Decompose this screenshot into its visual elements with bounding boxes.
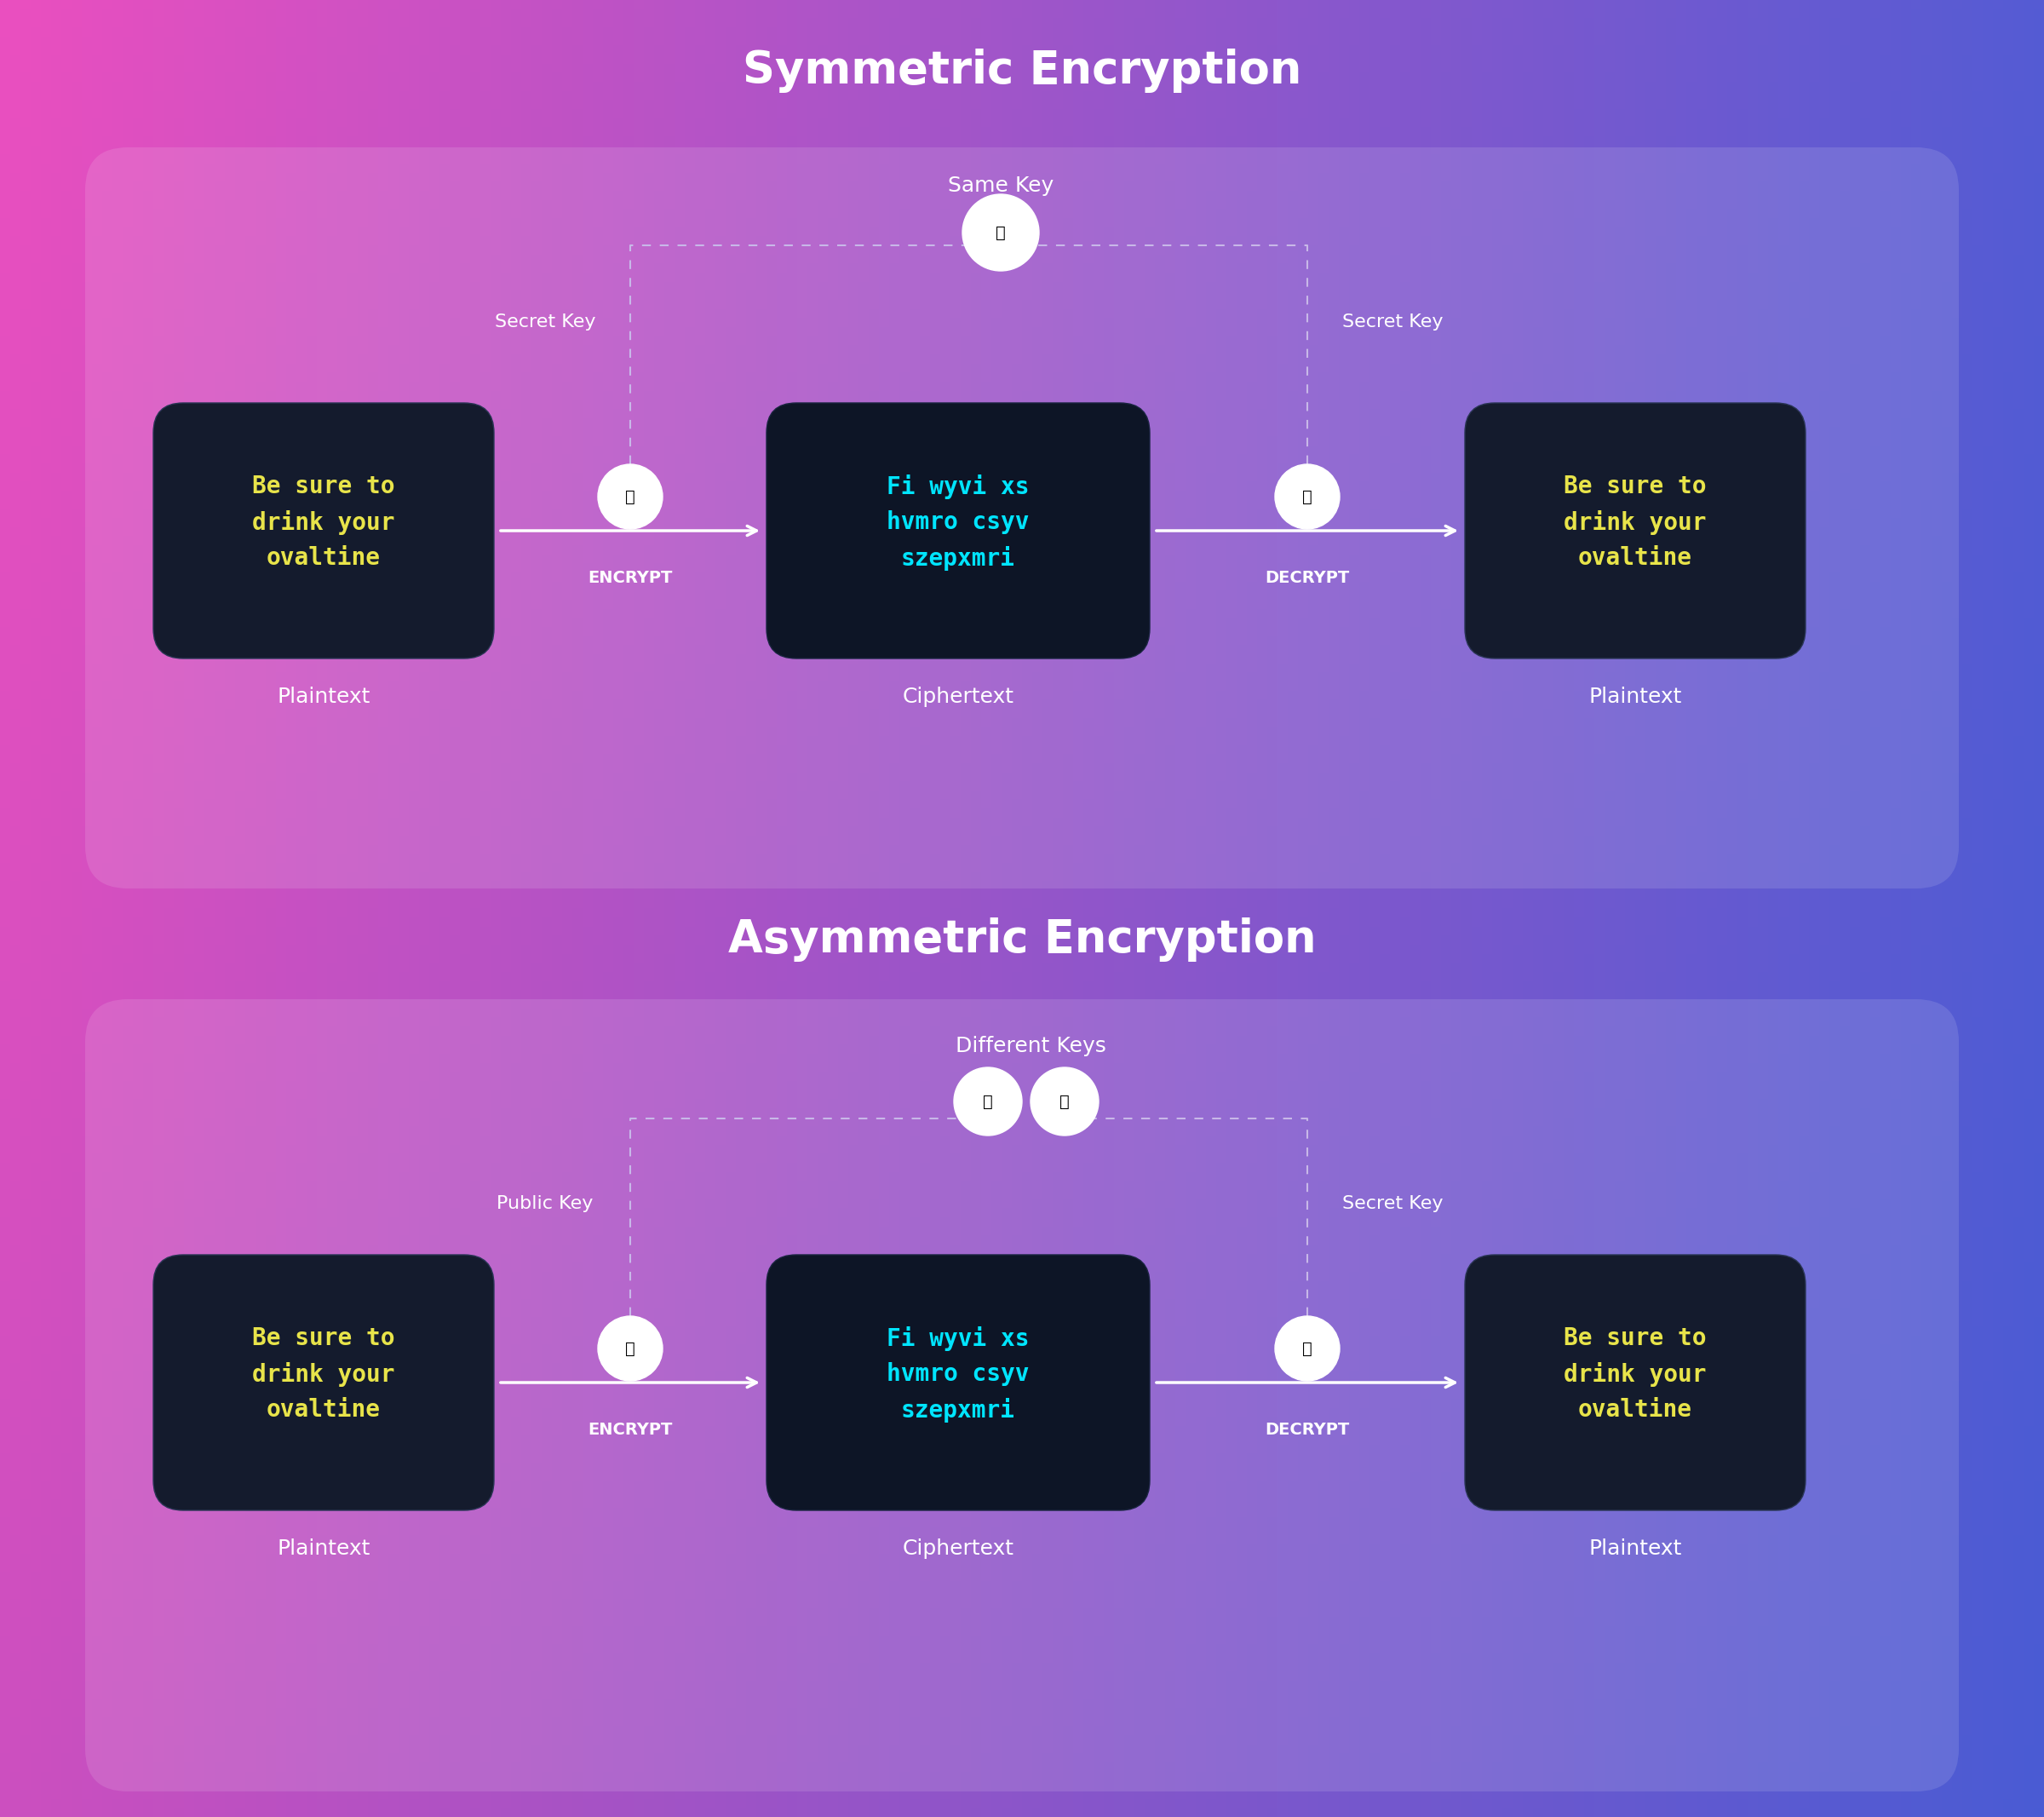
Text: Be sure to
drink your
ovaltine: Be sure to drink your ovaltine (251, 1326, 394, 1421)
Text: Be sure to
drink your
ovaltine: Be sure to drink your ovaltine (251, 474, 394, 571)
Text: ENCRYPT: ENCRYPT (589, 569, 672, 585)
FancyBboxPatch shape (766, 403, 1149, 658)
FancyBboxPatch shape (1466, 1256, 1805, 1510)
FancyBboxPatch shape (1466, 403, 1805, 658)
Circle shape (599, 1316, 662, 1381)
Text: Plaintext: Plaintext (1588, 1539, 1682, 1559)
Text: 🔑: 🔑 (625, 1341, 636, 1357)
Text: Fi wyvi xs
hvmro csyv
szepxmri: Fi wyvi xs hvmro csyv szepxmri (887, 1326, 1030, 1423)
FancyBboxPatch shape (153, 1256, 495, 1510)
Text: Secret Key: Secret Key (1343, 314, 1443, 331)
Text: Public Key: Public Key (497, 1196, 593, 1212)
Text: Same Key: Same Key (948, 176, 1053, 196)
Circle shape (1030, 1067, 1100, 1136)
Text: ENCRYPT: ENCRYPT (589, 1421, 672, 1437)
Text: Ciphertext: Ciphertext (901, 1539, 1014, 1559)
Text: Be sure to
drink your
ovaltine: Be sure to drink your ovaltine (1564, 1326, 1707, 1421)
FancyBboxPatch shape (86, 999, 1958, 1792)
Circle shape (599, 465, 662, 529)
Circle shape (1275, 1316, 1339, 1381)
Text: DECRYPT: DECRYPT (1265, 1421, 1349, 1437)
Circle shape (1275, 465, 1339, 529)
Text: Asymmetric Encryption: Asymmetric Encryption (728, 918, 1316, 961)
Text: Plaintext: Plaintext (1588, 687, 1682, 707)
Text: 🔑: 🔑 (1302, 489, 1312, 505)
Text: 🔑: 🔑 (995, 225, 1006, 240)
Text: Secret Key: Secret Key (495, 314, 595, 331)
FancyBboxPatch shape (153, 403, 495, 658)
FancyBboxPatch shape (86, 147, 1958, 889)
FancyBboxPatch shape (766, 1256, 1149, 1510)
Text: Plaintext: Plaintext (278, 1539, 370, 1559)
Text: 🔑: 🔑 (1059, 1094, 1069, 1110)
Circle shape (955, 1067, 1022, 1136)
Text: Fi wyvi xs
hvmro csyv
szepxmri: Fi wyvi xs hvmro csyv szepxmri (887, 474, 1030, 571)
Text: Different Keys: Different Keys (955, 1036, 1106, 1056)
Text: Secret Key: Secret Key (1343, 1196, 1443, 1212)
Text: DECRYPT: DECRYPT (1265, 569, 1349, 585)
Text: Symmetric Encryption: Symmetric Encryption (742, 49, 1302, 93)
Text: 🔑: 🔑 (983, 1094, 993, 1110)
Text: Be sure to
drink your
ovaltine: Be sure to drink your ovaltine (1564, 474, 1707, 571)
Text: 🔑: 🔑 (625, 489, 636, 505)
Text: Ciphertext: Ciphertext (901, 687, 1014, 707)
Text: 🔑: 🔑 (1302, 1341, 1312, 1357)
Text: Plaintext: Plaintext (278, 687, 370, 707)
Circle shape (963, 194, 1038, 271)
